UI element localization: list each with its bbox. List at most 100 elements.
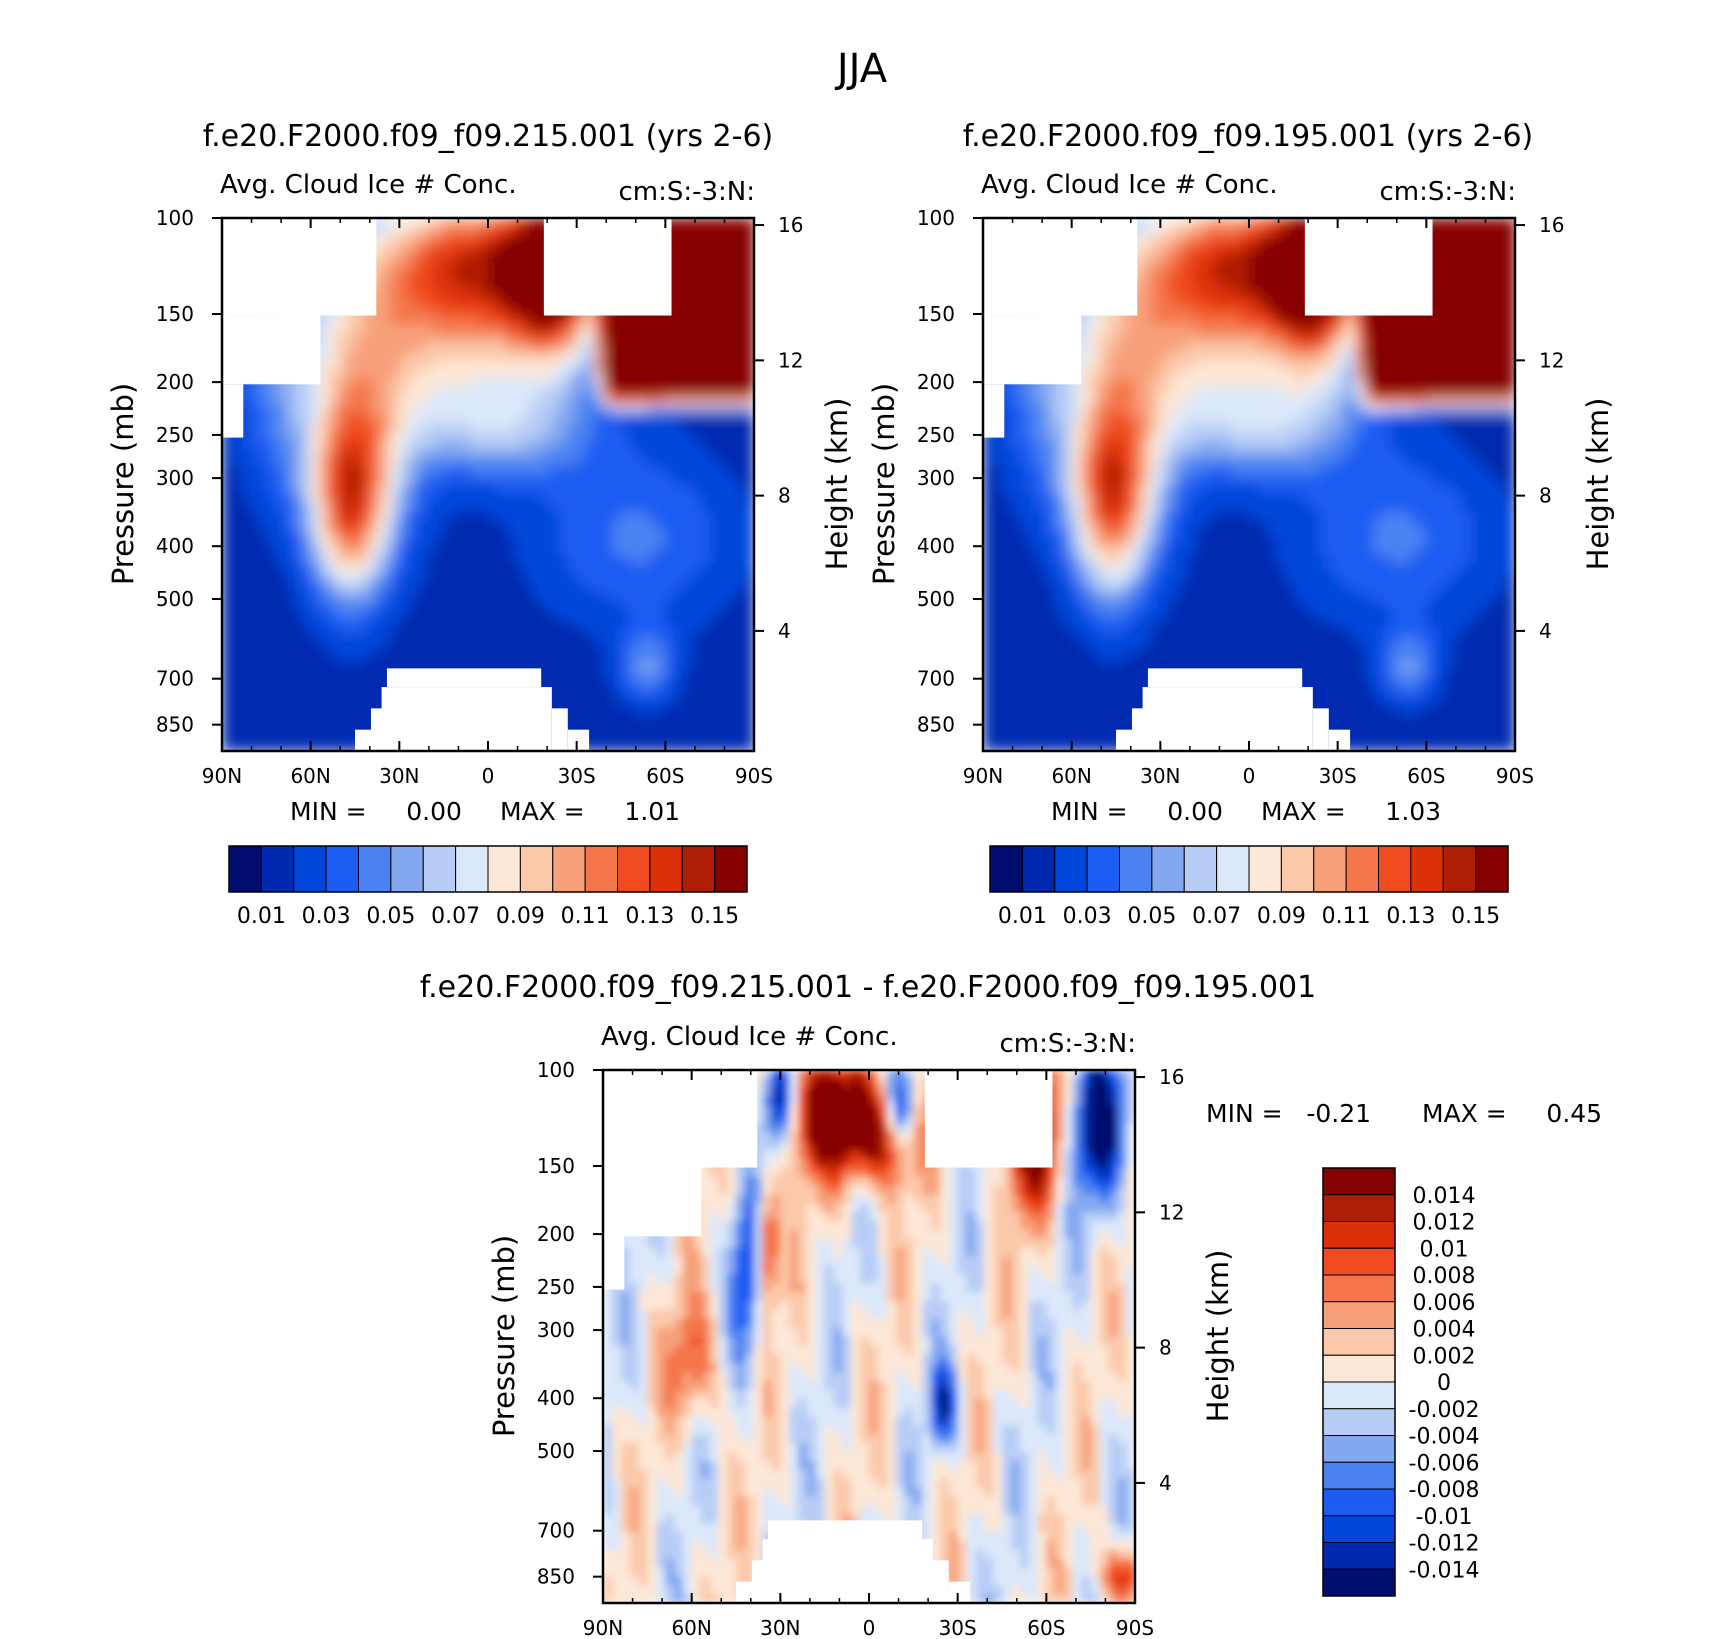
field-cell bbox=[284, 706, 294, 717]
field-cell bbox=[1506, 218, 1515, 228]
field-cell bbox=[319, 644, 329, 654]
field-cell bbox=[674, 688, 684, 699]
field-cell bbox=[594, 733, 604, 743]
field-cell bbox=[275, 688, 285, 699]
field-cell bbox=[541, 653, 551, 663]
field-cell bbox=[691, 599, 702, 610]
field-cell bbox=[638, 617, 649, 628]
field-cell bbox=[470, 404, 480, 415]
field-cell bbox=[496, 448, 507, 459]
field-cell bbox=[346, 333, 356, 343]
field-cell bbox=[709, 422, 720, 432]
colorbar-swatch bbox=[228, 845, 262, 893]
field-cell bbox=[1213, 324, 1223, 335]
field-cell bbox=[691, 608, 702, 619]
field-cell bbox=[532, 582, 542, 592]
field-cell bbox=[523, 395, 533, 406]
field-cell bbox=[1408, 342, 1419, 352]
field-cell bbox=[488, 280, 498, 290]
field-cell bbox=[541, 564, 551, 574]
field-cell bbox=[656, 448, 666, 459]
field-cell bbox=[621, 511, 631, 521]
field-cell bbox=[284, 626, 294, 637]
field-cell bbox=[372, 226, 383, 237]
field-cell bbox=[523, 315, 533, 326]
field-cell bbox=[425, 377, 436, 388]
field-cell bbox=[1222, 280, 1232, 290]
field-cell bbox=[585, 599, 595, 610]
field-cell bbox=[434, 422, 445, 432]
field-cell bbox=[558, 315, 569, 326]
field-cell bbox=[381, 369, 392, 379]
field-cell bbox=[674, 697, 684, 708]
missing-data-region bbox=[222, 315, 321, 385]
field-cell bbox=[328, 404, 338, 415]
field-cell bbox=[284, 475, 294, 486]
field-cell bbox=[1399, 333, 1410, 343]
field-cell bbox=[434, 617, 445, 628]
field-cell bbox=[1470, 324, 1481, 335]
field-cell bbox=[709, 457, 720, 468]
field-cell bbox=[248, 599, 259, 610]
field-cell bbox=[505, 431, 516, 441]
field-cell bbox=[736, 573, 746, 583]
field-cell bbox=[346, 608, 356, 619]
field-cell bbox=[736, 697, 746, 708]
field-cell bbox=[1186, 360, 1197, 370]
field-cell bbox=[292, 662, 303, 672]
field-cell bbox=[700, 386, 711, 397]
field-cell bbox=[381, 218, 392, 228]
field-cell bbox=[585, 431, 595, 441]
field-cell bbox=[647, 448, 658, 459]
field-cell bbox=[1399, 369, 1410, 379]
field-cell bbox=[452, 555, 462, 566]
field-cell bbox=[372, 297, 383, 308]
field-cell bbox=[514, 546, 525, 557]
field-cell bbox=[727, 511, 737, 521]
field-cell bbox=[647, 582, 658, 592]
field-cell bbox=[674, 679, 684, 690]
field-cell bbox=[700, 324, 711, 335]
field-cell bbox=[310, 573, 321, 583]
field-cell bbox=[301, 395, 312, 406]
field-cell bbox=[1080, 377, 1090, 388]
field-cell bbox=[355, 546, 365, 557]
field-cell bbox=[301, 466, 312, 477]
field-cell bbox=[381, 537, 392, 548]
field-cell bbox=[461, 644, 471, 654]
field-cell bbox=[727, 493, 737, 503]
field-cell bbox=[594, 511, 604, 521]
field-cell bbox=[621, 733, 631, 743]
field-cell bbox=[496, 644, 507, 654]
field-cell bbox=[381, 404, 392, 415]
field-cell bbox=[514, 599, 525, 610]
field-cell bbox=[434, 466, 445, 477]
field-cell bbox=[479, 386, 489, 397]
field-cell bbox=[496, 271, 507, 281]
field-cell bbox=[346, 413, 356, 423]
field-cell bbox=[461, 235, 471, 246]
field-cell bbox=[550, 493, 560, 503]
field-cell bbox=[745, 431, 754, 441]
field-cell bbox=[443, 351, 454, 361]
field-cell bbox=[417, 466, 427, 477]
field-cell bbox=[284, 644, 294, 654]
field-cell bbox=[479, 608, 489, 619]
field-cell bbox=[390, 582, 400, 592]
field-cell bbox=[700, 644, 711, 654]
field-cell bbox=[1284, 306, 1294, 317]
field-cell bbox=[1470, 253, 1481, 264]
field-cell bbox=[1284, 253, 1294, 264]
field-cell bbox=[594, 413, 604, 423]
field-cell bbox=[1062, 395, 1073, 406]
field-cell bbox=[1116, 324, 1126, 335]
field-cell bbox=[1506, 386, 1515, 397]
field-cell bbox=[718, 511, 728, 521]
field-cell bbox=[691, 466, 702, 477]
field-cell bbox=[1284, 218, 1294, 228]
field-cell bbox=[576, 431, 587, 441]
field-cell bbox=[496, 413, 507, 423]
field-cell bbox=[417, 351, 427, 361]
field-cell bbox=[452, 520, 462, 530]
field-cell bbox=[461, 306, 471, 317]
